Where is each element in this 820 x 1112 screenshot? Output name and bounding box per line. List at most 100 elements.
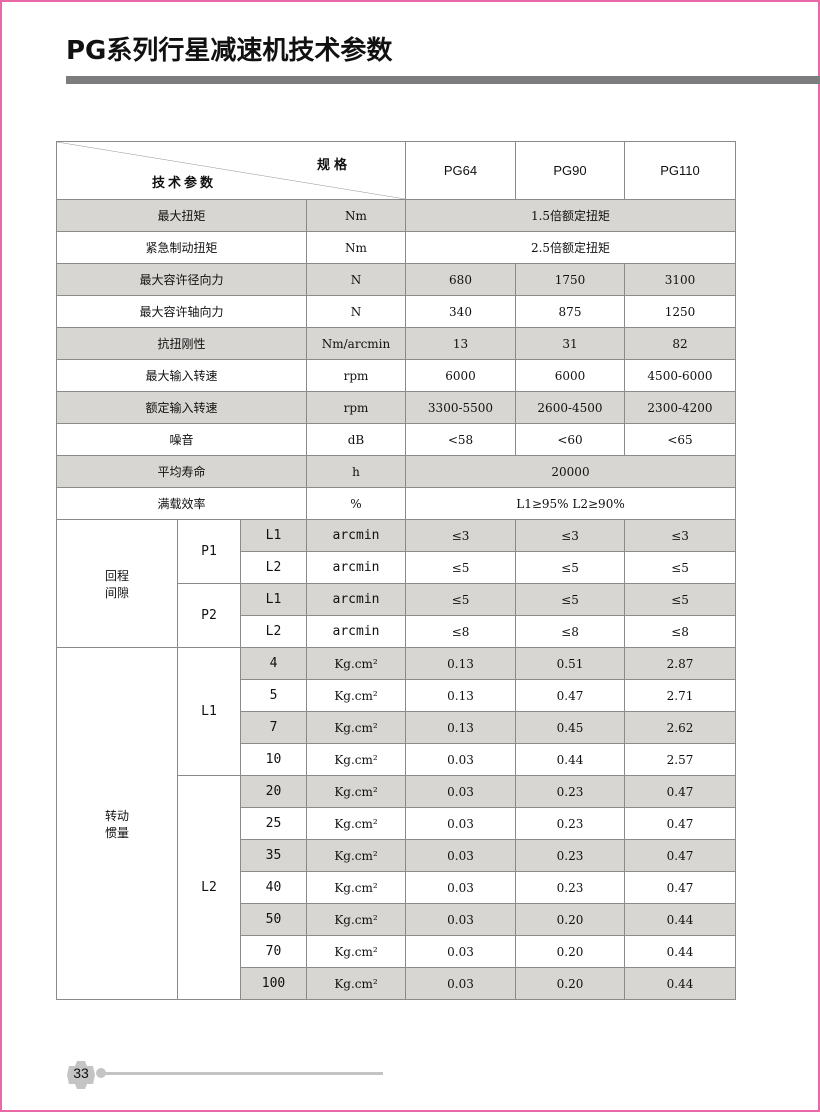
table-row: P2 L1 arcmin ≤5 ≤5 ≤5 (57, 583, 736, 648)
value-cell: 0.20 (515, 903, 625, 936)
value-cell: ≤5 (405, 551, 516, 584)
table-row: 最大扭矩 Nm 1.5倍额定扭矩 (56, 199, 736, 232)
param-name: 满载效率 (56, 487, 307, 520)
value-cell: <60 (515, 423, 625, 456)
unit-cell: N (306, 295, 406, 328)
value-cell: ≤5 (515, 551, 625, 584)
value-cell: 0.03 (405, 935, 516, 968)
table-row: 噪音 dB <58 <60 <65 (56, 423, 736, 456)
header-row: 规格 技术参数 PG64 PG90 PG110 (56, 141, 736, 200)
unit-cell: Nm (306, 231, 406, 264)
unit-cell: Kg.cm² (306, 903, 406, 936)
value-cell: 6000 (405, 359, 516, 392)
unit-cell: % (306, 487, 406, 520)
value-cell: 0.23 (515, 807, 625, 840)
merged-value-cell: 2.5倍额定扭矩 (405, 231, 736, 264)
table-row: 70 Kg.cm² 0.03 0.20 0.44 (57, 935, 736, 968)
unit-cell: arcmin (306, 551, 406, 584)
model-header: PG90 (515, 141, 625, 200)
param-name: 平均寿命 (56, 455, 307, 488)
table-row: 最大输入转速 rpm 6000 6000 4500-6000 (56, 359, 736, 392)
param-name: 最大输入转速 (56, 359, 307, 392)
page-title: PG系列行星减速机技术参数 (66, 36, 393, 66)
value-cell: 2600-4500 (515, 391, 625, 424)
value-cell: 2.87 (624, 647, 736, 680)
footer-line (100, 1072, 383, 1075)
unit-cell: dB (306, 423, 406, 456)
value-cell: 2300-4200 (624, 391, 736, 424)
ratio-cell: 70 (240, 935, 307, 968)
param-name: 紧急制动扭矩 (56, 231, 307, 264)
value-cell: 0.13 (405, 711, 516, 744)
param-name: 最大容许轴向力 (56, 295, 307, 328)
unit-cell: Nm/arcmin (306, 327, 406, 360)
value-cell: 0.13 (405, 647, 516, 680)
value-cell: 0.44 (624, 935, 736, 968)
stage-cell: L1 (240, 519, 307, 552)
ratio-cell: 10 (240, 743, 307, 776)
value-cell: 0.03 (405, 743, 516, 776)
value-cell: 1750 (515, 263, 625, 296)
unit-cell: Kg.cm² (306, 839, 406, 872)
unit-cell: Kg.cm² (306, 807, 406, 840)
value-cell: ≤5 (624, 583, 736, 616)
value-cell: 82 (624, 327, 736, 360)
unit-cell: N (306, 263, 406, 296)
value-cell: <65 (624, 423, 736, 456)
diagonal-line (57, 142, 405, 199)
value-cell: 2.71 (624, 679, 736, 712)
ratio-cell: 25 (240, 807, 307, 840)
diagonal-header-cell: 规格 技术参数 (56, 141, 406, 200)
group-label: L1 (177, 647, 241, 776)
value-cell: 680 (405, 263, 516, 296)
value-cell: 0.51 (515, 647, 625, 680)
table-row: 100 Kg.cm² 0.03 0.20 0.44 (57, 967, 736, 1000)
table-row: 抗扭刚性 Nm/arcmin 13 31 82 (56, 327, 736, 360)
unit-cell: Kg.cm² (306, 935, 406, 968)
merged-value-cell: 1.5倍额定扭矩 (405, 199, 736, 232)
model-header: PG64 (405, 141, 516, 200)
value-cell: 0.13 (405, 679, 516, 712)
table-row: 额定输入转速 rpm 3300-5500 2600-4500 2300-4200 (56, 391, 736, 424)
table-row: 50 Kg.cm² 0.03 0.20 0.44 (57, 903, 736, 936)
value-cell: 0.03 (405, 903, 516, 936)
value-cell: 0.23 (515, 775, 625, 808)
value-cell: ≤3 (405, 519, 516, 552)
unit-cell: rpm (306, 391, 406, 424)
value-cell: 0.23 (515, 871, 625, 904)
spec-table: 规格 技术参数 PG64 PG90 PG110 最大扭矩 Nm 1.5倍额定扭矩 紧急… (56, 141, 736, 1000)
spec-label: 规格 (316, 157, 351, 172)
param-name: 最大容许径向力 (56, 263, 307, 296)
table-row: 回程 间隙 P1 L1 arcmin ≤3 ≤3 ≤3 (56, 519, 736, 648)
table-row: 7 Kg.cm² 0.13 0.45 2.62 (57, 711, 736, 744)
value-cell: 4500-6000 (624, 359, 736, 392)
value-cell: 0.20 (515, 967, 625, 1000)
param-name: 噪音 (56, 423, 307, 456)
value-cell: ≤3 (624, 519, 736, 552)
inertia-label: 转动 惯量 (56, 647, 178, 1000)
gear-icon (67, 1061, 95, 1089)
value-cell: 875 (515, 295, 625, 328)
value-cell: 0.03 (405, 839, 516, 872)
table-row: L2 arcmin ≤5 ≤5 ≤5 (57, 551, 736, 584)
param-name: 额定输入转速 (56, 391, 307, 424)
value-cell: 0.03 (405, 871, 516, 904)
table-row: 最大容许轴向力 N 340 875 1250 (56, 295, 736, 328)
title-underline (66, 76, 820, 84)
unit-cell: arcmin (306, 615, 406, 648)
backlash-label: 回程 间隙 (56, 519, 178, 648)
merged-value-cell: L1≥95% L2≥90% (405, 487, 736, 520)
value-cell: 1250 (624, 295, 736, 328)
unit-cell: arcmin (306, 583, 406, 616)
value-cell: 0.44 (624, 967, 736, 1000)
ratio-cell: 35 (240, 839, 307, 872)
unit-cell: Kg.cm² (306, 967, 406, 1000)
ratio-cell: 50 (240, 903, 307, 936)
group-label: P2 (177, 583, 241, 648)
ratio-cell: 100 (240, 967, 307, 1000)
value-cell: 0.47 (624, 871, 736, 904)
unit-cell: Kg.cm² (306, 871, 406, 904)
value-cell: 13 (405, 327, 516, 360)
ratio-cell: 7 (240, 711, 307, 744)
